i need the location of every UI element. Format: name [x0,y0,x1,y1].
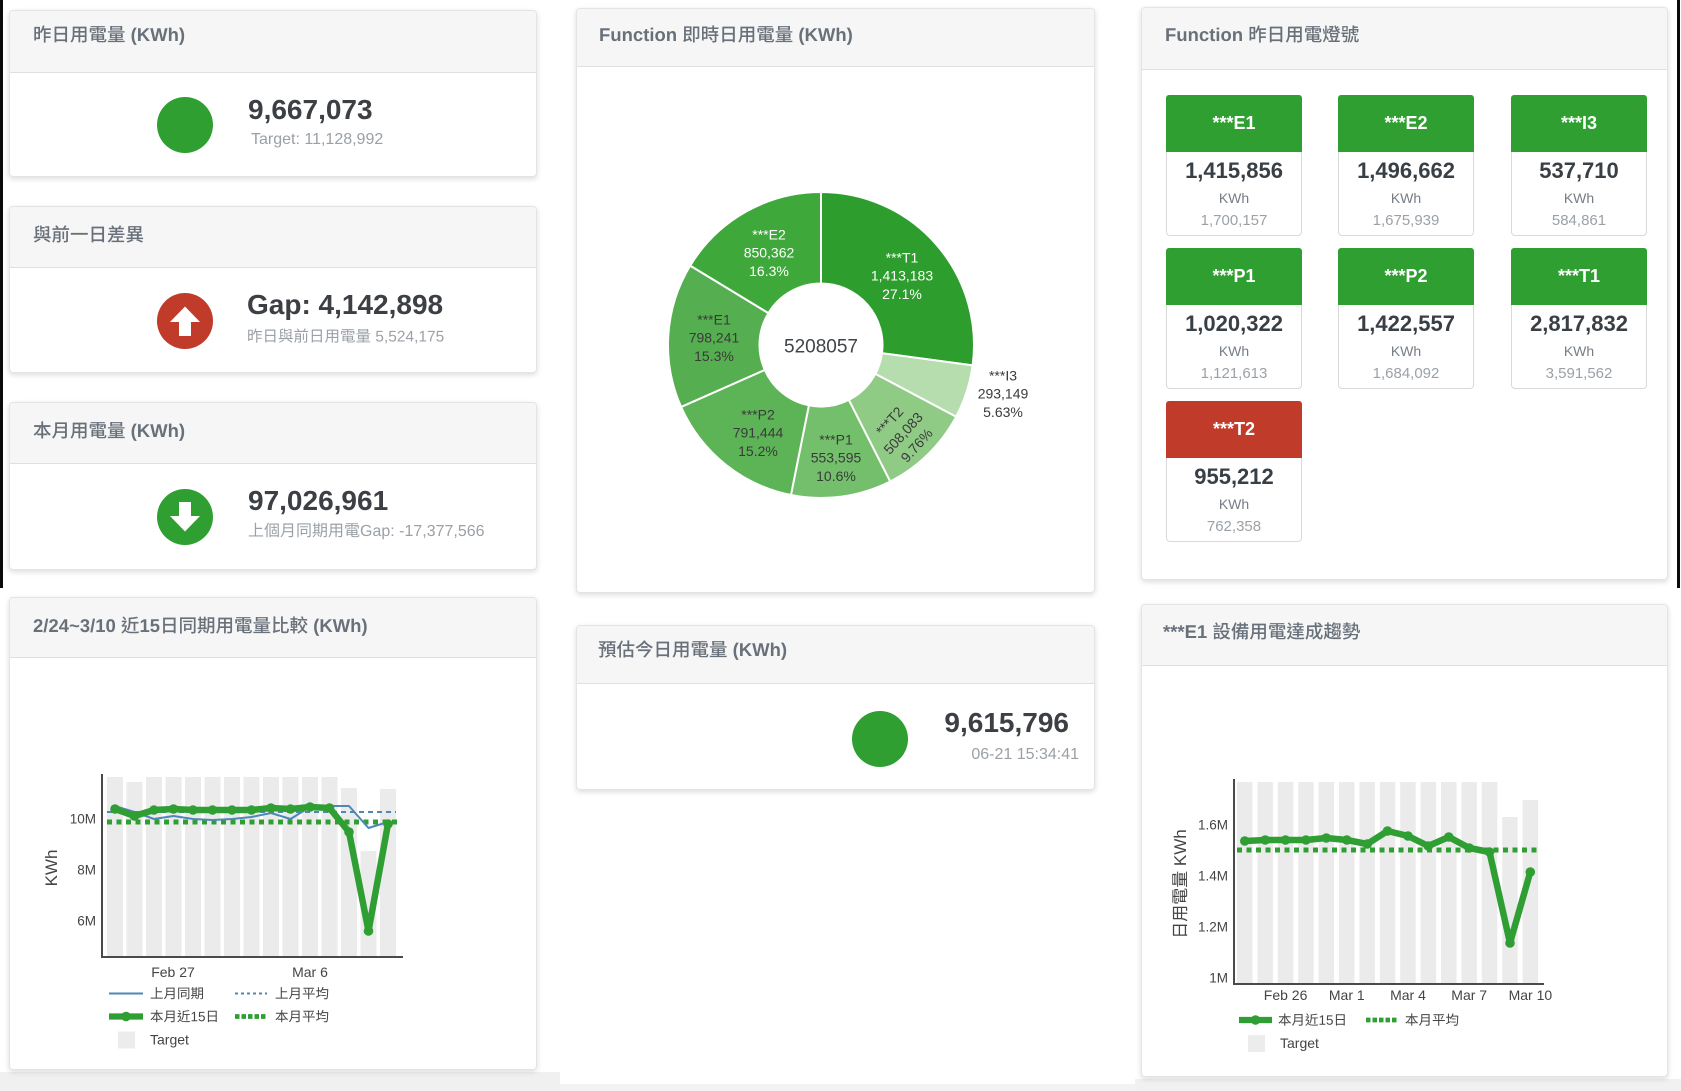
svg-text:10.6%: 10.6% [816,468,856,484]
svg-text:1.2M: 1.2M [1198,920,1228,935]
svg-text:Mar 4: Mar 4 [1390,987,1426,1003]
svg-text:***E2: ***E2 [752,227,786,243]
svg-text:5.63%: 5.63% [983,404,1023,420]
svg-text:Feb 26: Feb 26 [1264,987,1308,1003]
svg-text:1M: 1M [1209,971,1228,986]
svg-text:5208057: 5208057 [784,337,858,358]
svg-text:1.4M: 1.4M [1198,869,1228,884]
svg-text:***T1: ***T1 [886,250,919,266]
svg-text:791,444: 791,444 [733,425,784,441]
svg-text:8M: 8M [77,863,96,878]
svg-text:850,362: 850,362 [744,245,795,261]
svg-text:10M: 10M [70,812,96,827]
svg-text:Feb 27: Feb 27 [151,964,195,980]
svg-text:1.6M: 1.6M [1198,818,1228,833]
svg-text:KWh: KWh [42,850,61,887]
svg-text:Mar 6: Mar 6 [292,964,328,980]
svg-text:16.3%: 16.3% [749,263,789,279]
svg-text:***E1: ***E1 [697,312,731,328]
svg-text:***I3: ***I3 [989,368,1017,384]
svg-text:Mar 10: Mar 10 [1509,987,1553,1003]
svg-text:15.2%: 15.2% [738,443,778,459]
svg-text:553,595: 553,595 [811,450,862,466]
svg-text:Target: Target [1280,1035,1319,1051]
svg-text:Mar 7: Mar 7 [1451,987,1487,1003]
svg-text:293,149: 293,149 [978,386,1029,402]
svg-text:***P2: ***P2 [741,407,775,423]
svg-text:1,413,183: 1,413,183 [871,268,933,284]
svg-text:27.1%: 27.1% [882,286,922,302]
svg-text:Target: Target [150,1032,189,1048]
svg-text:6M: 6M [77,914,96,929]
svg-text:***P1: ***P1 [819,432,853,448]
svg-text:798,241: 798,241 [689,330,740,346]
svg-text:Mar 1: Mar 1 [1329,987,1365,1003]
svg-text:15.3%: 15.3% [694,348,734,364]
